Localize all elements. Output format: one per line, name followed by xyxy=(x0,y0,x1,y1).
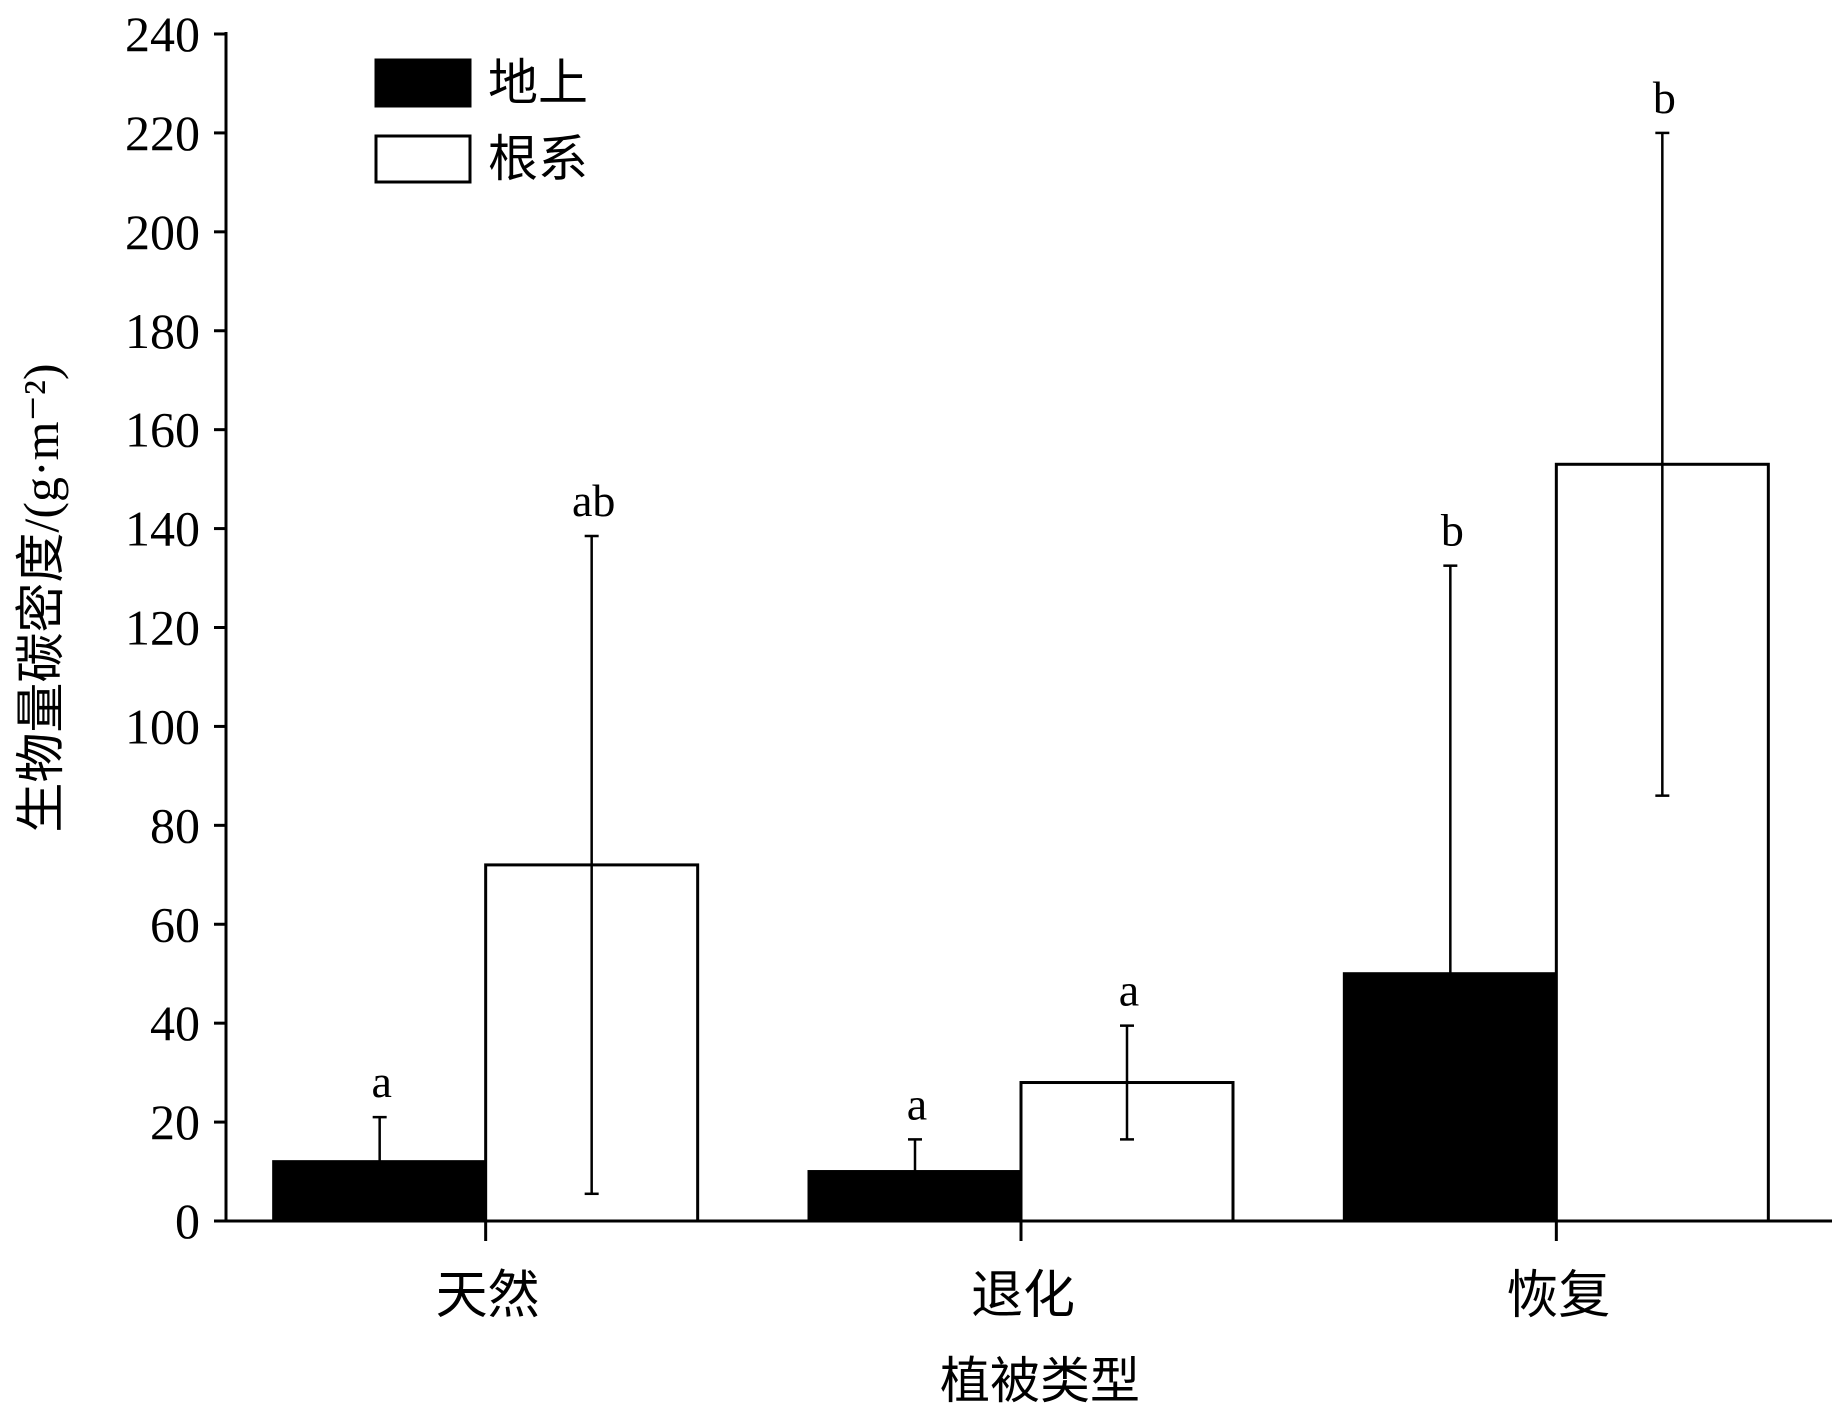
y-tick-label: 60 xyxy=(150,896,200,952)
bar-aboveground-2 xyxy=(807,1170,1023,1223)
axes: 0 20 40 60 80 100 120 140 160 180 200 220 240 天然 退化 恢复 xyxy=(125,6,1832,1325)
y-tick-label: 40 xyxy=(150,995,200,1051)
x-tick-label: 退化 xyxy=(971,1268,1075,1325)
significance-label: b xyxy=(1441,505,1464,556)
y-tick-label: 80 xyxy=(150,797,200,853)
y-tick-label: 140 xyxy=(125,501,200,557)
y-tick-label: 200 xyxy=(125,204,200,260)
legend-label: 根系 xyxy=(488,131,588,187)
bar-aboveground-3 xyxy=(1342,972,1558,1223)
significance-label: b xyxy=(1653,72,1676,123)
y-axis-label: 生物量碳密度/(g·m⁻²) xyxy=(13,363,69,832)
significance-label: a xyxy=(1119,965,1139,1016)
x-tick-label: 恢复 xyxy=(1506,1268,1610,1325)
significance-label: a xyxy=(371,1056,391,1107)
y-tick-label: 20 xyxy=(150,1094,200,1150)
y-tick-label: 160 xyxy=(125,402,200,458)
significance-label: ab xyxy=(572,475,615,526)
y-tick-label: 180 xyxy=(125,303,200,359)
y-tick-label: 100 xyxy=(125,698,200,754)
significance-label: a xyxy=(907,1078,927,1129)
x-axis-label: 植被类型 xyxy=(940,1353,1140,1409)
y-tick-label: 0 xyxy=(175,1193,200,1249)
y-tick-label: 220 xyxy=(125,105,200,161)
x-tick-label: 天然 xyxy=(436,1268,540,1325)
legend-swatch-root xyxy=(374,134,472,184)
y-tick-label: 240 xyxy=(125,6,200,62)
bar-aboveground-1 xyxy=(272,1160,488,1223)
y-tick-label: 120 xyxy=(125,600,200,656)
legend-swatch-aboveground xyxy=(374,58,472,108)
legend-label: 地上 xyxy=(488,55,588,111)
